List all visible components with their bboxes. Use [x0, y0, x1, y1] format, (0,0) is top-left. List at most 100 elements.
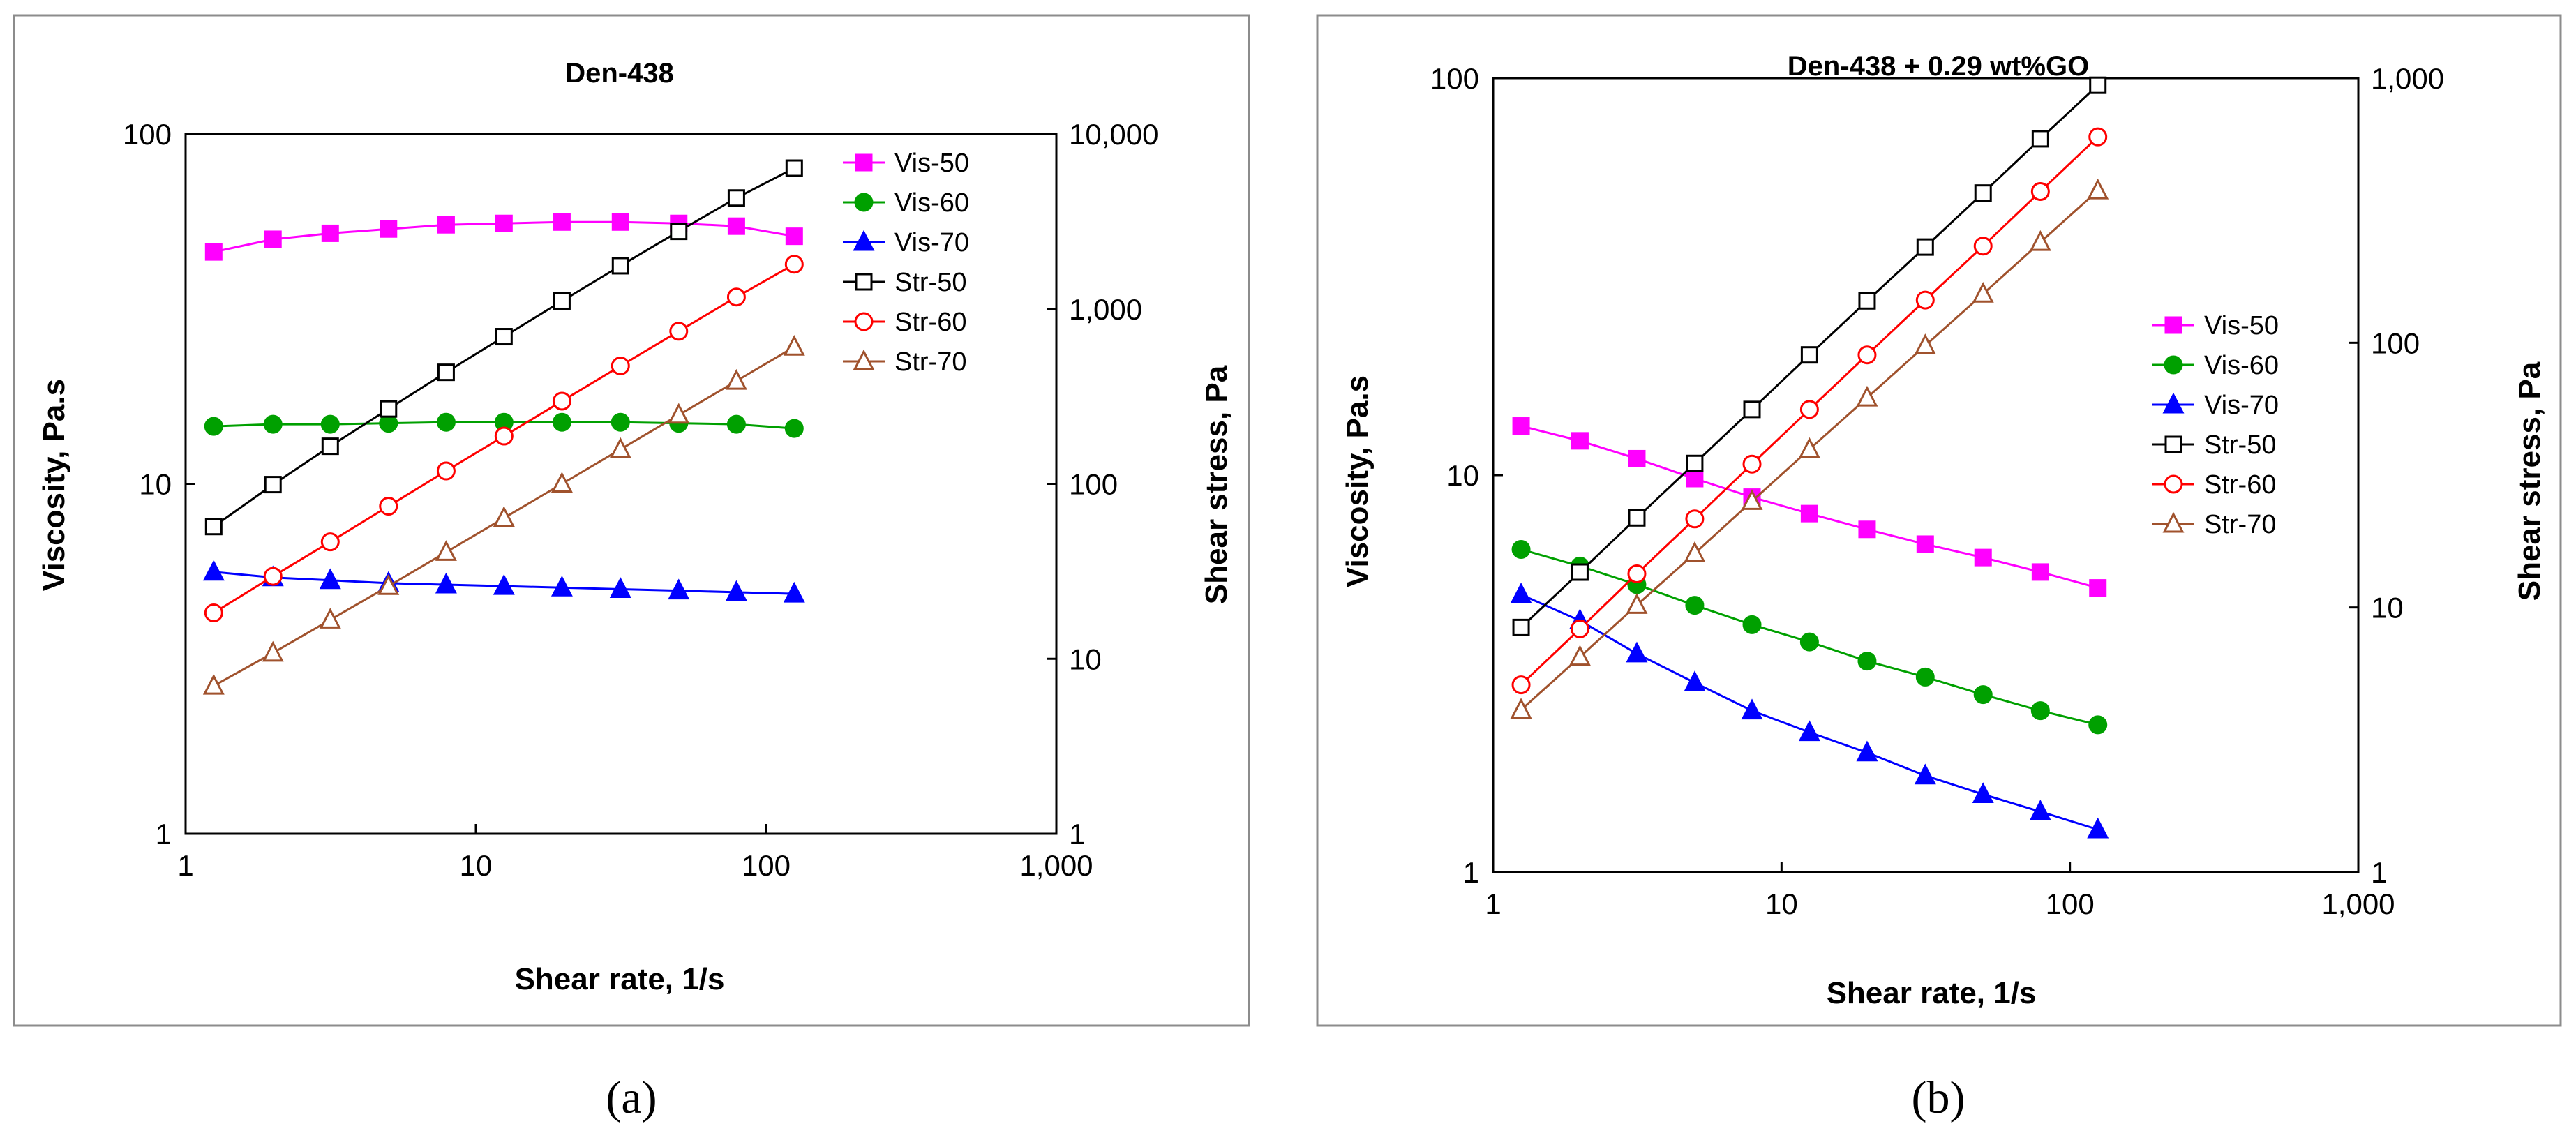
data-point — [1915, 667, 1935, 687]
data-point — [726, 414, 746, 434]
data-point — [1974, 548, 1992, 567]
series-vis-70 — [202, 560, 805, 603]
data-point — [1512, 618, 1530, 636]
data-point — [1510, 698, 1532, 719]
data-point — [1973, 685, 1993, 705]
data-point — [611, 257, 629, 275]
data-point — [1627, 564, 1647, 583]
data-point — [263, 567, 283, 586]
series-str-50 — [204, 159, 803, 536]
data-point — [435, 540, 457, 561]
data-point — [1741, 489, 1763, 510]
y2-axis-label: Shear stress, Pa — [1199, 365, 1234, 604]
legend-item: Str-60 — [2152, 470, 2276, 500]
data-point — [204, 518, 223, 536]
data-point — [1972, 282, 1994, 303]
data-point — [204, 243, 223, 261]
legend-item: Str-50 — [843, 268, 966, 297]
data-point — [1742, 454, 1762, 474]
data-point — [319, 568, 341, 590]
panel-a-sublabel: (a) — [606, 1072, 657, 1123]
data-point — [437, 363, 455, 382]
y2-tick-label: 100 — [1069, 468, 1118, 501]
data-point — [2088, 715, 2108, 735]
data-point — [725, 580, 747, 601]
legend-label: Str-60 — [2204, 470, 2276, 500]
legend-marker — [854, 312, 874, 331]
data-point — [611, 357, 630, 376]
y2-tick-label: 1 — [2371, 856, 2387, 889]
data-point — [668, 578, 690, 600]
series-group — [1510, 76, 2109, 839]
data-point — [2030, 181, 2050, 201]
legend-label: Str-50 — [2204, 430, 2276, 460]
data-point — [320, 532, 340, 552]
y2-tick-label: 100 — [2371, 327, 2420, 359]
data-point — [264, 230, 282, 248]
legend-label: Vis-70 — [2204, 391, 2279, 420]
x-tick-label: 1 — [1485, 887, 1501, 920]
data-point — [494, 426, 514, 446]
x-tick-label: 1 — [177, 849, 193, 882]
data-point — [784, 419, 804, 438]
data-point — [784, 255, 804, 274]
data-point — [2031, 563, 2049, 581]
series-str-60 — [1511, 127, 2108, 695]
data-point — [1857, 652, 1877, 671]
data-point — [320, 414, 340, 434]
chart-title: Den-438 — [565, 58, 674, 89]
legend-label: Vis-50 — [2204, 311, 2279, 340]
data-point — [1571, 432, 1589, 450]
data-point — [1568, 645, 1591, 666]
data-point — [2089, 579, 2107, 597]
data-point — [204, 417, 223, 436]
x-axis: 1 10 100 1,000 — [177, 824, 1093, 882]
x-tick-label: 10 — [460, 849, 493, 882]
legend-label: Vis-50 — [894, 149, 969, 178]
data-point — [553, 292, 571, 310]
data-point — [380, 400, 398, 418]
data-point — [202, 560, 225, 581]
data-point — [783, 335, 805, 356]
data-point — [264, 476, 282, 494]
data-point — [435, 572, 457, 594]
data-point — [725, 368, 747, 390]
legend-marker — [855, 273, 873, 291]
y2-tick-label: 10 — [2371, 592, 2404, 624]
data-point — [1626, 593, 1648, 614]
data-point — [263, 414, 283, 434]
legend: Vis-50 Vis-60 Vis-70 Str-50 Str-60 Str-70 — [843, 149, 969, 377]
data-point — [436, 461, 456, 481]
data-point — [1973, 237, 1993, 256]
data-point — [2087, 817, 2109, 839]
data-point — [785, 227, 803, 246]
legend: Vis-50 Vis-60 Vis-70 Str-50 Str-60 Str-70 — [2152, 311, 2279, 539]
data-point — [1510, 583, 1532, 603]
y-tick-label: 10 — [1446, 459, 1479, 492]
y2-axis-label: Shear stress, Pa — [2513, 361, 2547, 601]
data-point — [551, 472, 573, 493]
legend-marker — [2162, 511, 2185, 533]
legend-marker — [854, 193, 874, 212]
data-point — [2087, 178, 2109, 200]
legend-item: Vis-60 — [843, 188, 969, 218]
data-point — [1628, 449, 1646, 467]
left-axis: 1 10 100 — [1430, 62, 1503, 889]
data-point — [1800, 504, 1818, 523]
legend-marker — [2164, 355, 2183, 375]
data-point — [2031, 130, 2049, 148]
data-point — [1741, 698, 1763, 720]
data-point — [609, 437, 631, 458]
data-point — [1685, 509, 1705, 529]
chart-title: Den-438 + 0.29 wt%GO — [1788, 51, 2089, 82]
x-axis: 1 10 100 1,000 — [1485, 862, 2395, 920]
data-point — [2088, 127, 2108, 147]
legend-marker — [853, 349, 875, 370]
legend-label: Vis-60 — [2204, 351, 2279, 380]
data-point — [1684, 670, 1706, 692]
data-point — [1916, 238, 1934, 256]
x-axis-label: Shear rate, 1/s — [1827, 976, 2037, 1010]
data-point — [377, 573, 400, 595]
data-point — [1972, 782, 1994, 804]
data-point — [1799, 632, 1819, 652]
